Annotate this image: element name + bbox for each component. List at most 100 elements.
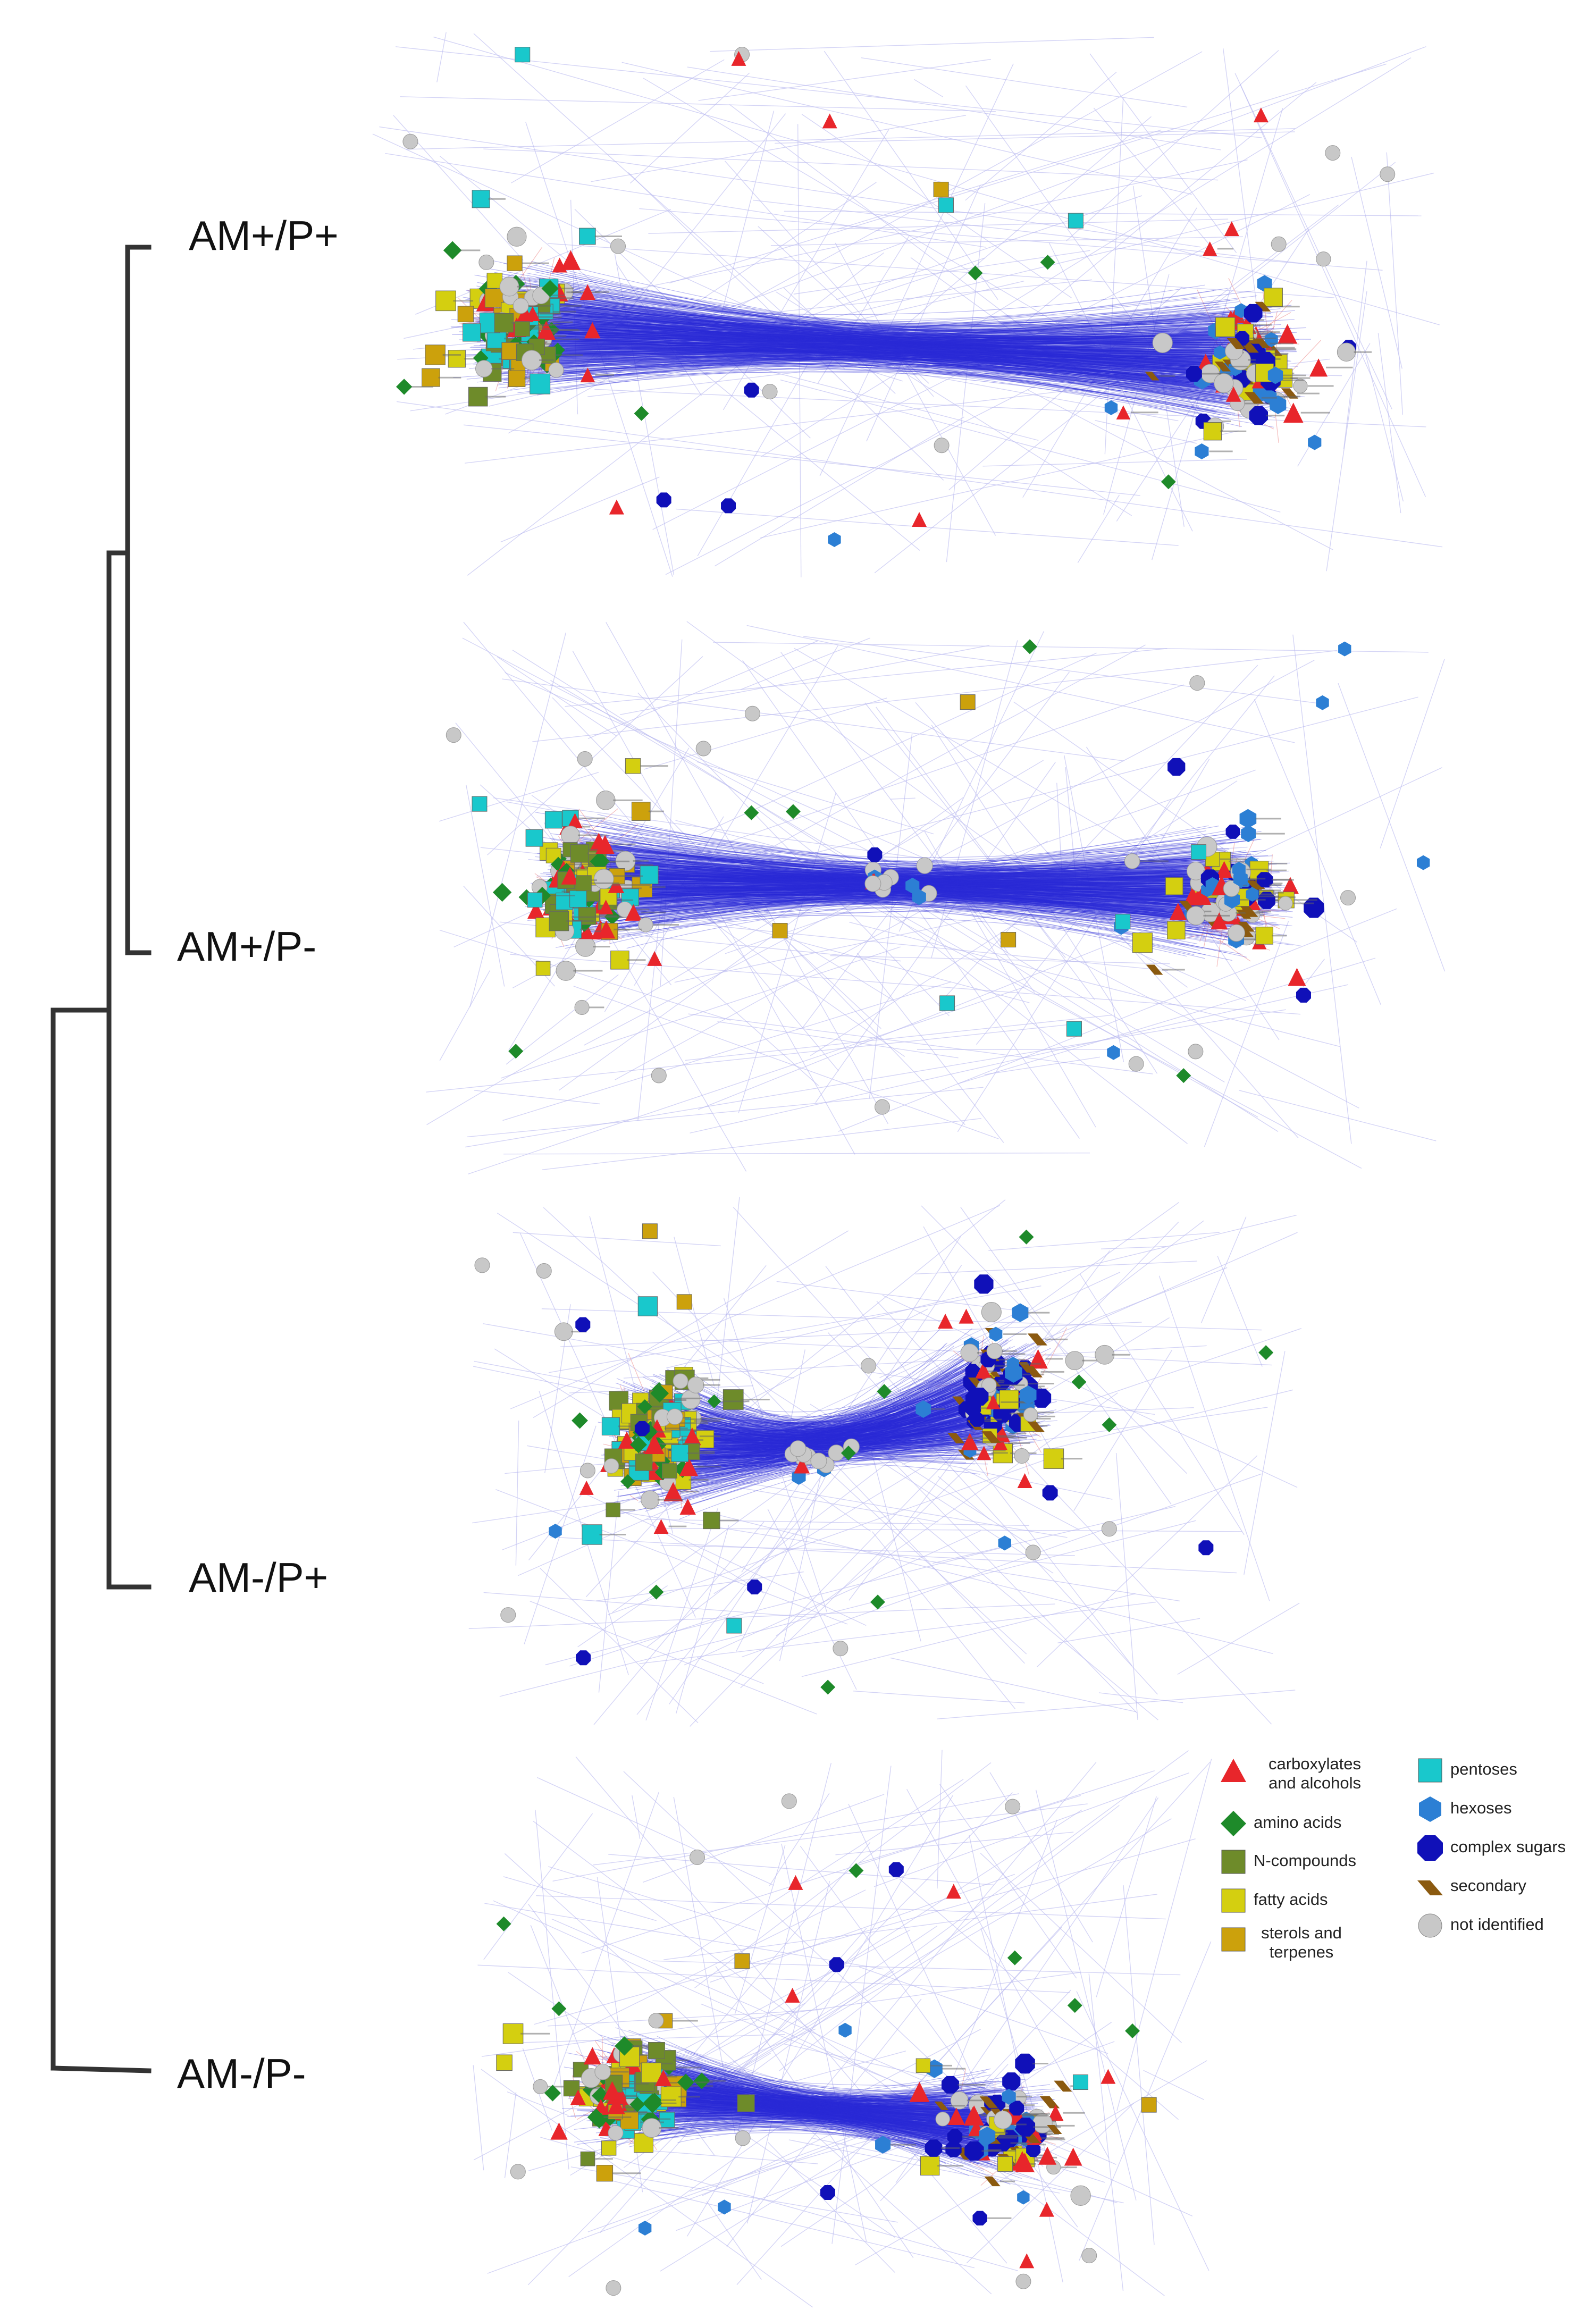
edge (681, 2054, 997, 2114)
edge (439, 970, 491, 1061)
edge (510, 309, 1258, 331)
edge (525, 343, 1242, 374)
edge (510, 325, 1188, 380)
edge (545, 1544, 1012, 1666)
edge (572, 1889, 866, 2035)
edge (515, 321, 1219, 350)
edge (657, 1404, 982, 1457)
node-notid (673, 1373, 688, 1389)
edge (628, 844, 1215, 894)
edge (615, 890, 1224, 905)
edge (819, 63, 1014, 476)
edge (1088, 1973, 1124, 2291)
edge (733, 1207, 952, 1448)
edge (600, 884, 1229, 896)
edge (660, 2069, 987, 2272)
edge (1386, 152, 1403, 415)
edge (593, 1803, 1088, 1866)
edge (587, 897, 1249, 925)
edge (498, 301, 1238, 407)
edge (517, 1232, 1298, 1576)
edge (651, 2090, 990, 2103)
edge (508, 312, 1239, 346)
edge (528, 318, 1258, 357)
edge (740, 637, 871, 690)
edge (517, 293, 1261, 380)
edge (507, 321, 1238, 355)
edge (507, 350, 1203, 373)
edge (676, 508, 1179, 546)
edge (1254, 699, 1381, 1005)
edge (651, 2081, 1005, 2133)
edge (604, 852, 1225, 881)
edge (571, 895, 1267, 947)
edge (958, 957, 1376, 1084)
edge (673, 1796, 737, 2143)
edge (587, 868, 1225, 893)
node-hexoses (1012, 1303, 1029, 1322)
edge (713, 642, 1429, 653)
edge (561, 365, 1262, 390)
edge (545, 342, 1258, 393)
edge (501, 350, 1240, 392)
edge (665, 2092, 941, 2107)
edge (526, 323, 1202, 367)
edge (641, 2102, 961, 2123)
edge (595, 889, 1255, 917)
node-notid (1188, 1044, 1204, 1060)
edge (485, 302, 1216, 350)
edge (465, 352, 1222, 408)
edge (669, 1265, 962, 1704)
edge (675, 2073, 971, 2134)
edge (583, 894, 1213, 918)
edge (681, 1431, 969, 1457)
edge (528, 355, 1269, 381)
edge (536, 290, 1226, 341)
node-complex (656, 492, 671, 508)
edge (653, 2056, 998, 2169)
edge (652, 1271, 1025, 1664)
edge (496, 337, 1225, 399)
node-ncomp (703, 1511, 720, 1530)
edge (1112, 204, 1339, 379)
edge (526, 304, 1219, 335)
edge (599, 838, 1247, 864)
edge (593, 900, 1197, 920)
edge (537, 337, 1229, 365)
edge (528, 329, 1266, 342)
edge (523, 372, 1246, 396)
node-sterols (960, 694, 976, 710)
node-hexoses (1005, 1363, 1022, 1383)
edge (534, 331, 1256, 354)
nodes (446, 639, 1430, 1115)
node-sterols (508, 369, 526, 387)
edge (561, 314, 1228, 362)
edge (517, 356, 1261, 380)
edge (686, 1795, 953, 2237)
edge (587, 640, 819, 740)
edge (551, 327, 1236, 388)
edge (592, 849, 1240, 878)
edge (648, 2087, 975, 2114)
edge (604, 873, 1219, 889)
edge (483, 1323, 794, 1379)
edge (520, 299, 1247, 368)
edge (676, 1414, 987, 1452)
network-panel-am-minus-p-plus (457, 1196, 1318, 1728)
edge (642, 2095, 1025, 2139)
node-ncomp (635, 1454, 653, 1471)
edge (544, 349, 1232, 373)
edge (940, 858, 1009, 954)
node-secondary (1145, 372, 1160, 381)
edge (520, 335, 1212, 368)
edge (595, 895, 1262, 920)
edge (544, 301, 1249, 332)
edge (509, 295, 1240, 351)
edge (680, 1392, 1005, 1475)
edge (562, 882, 1256, 901)
edge (715, 1966, 914, 2258)
edge (849, 921, 1340, 1047)
edge (635, 2096, 946, 2140)
edge (488, 310, 1240, 391)
edge (598, 867, 1243, 887)
